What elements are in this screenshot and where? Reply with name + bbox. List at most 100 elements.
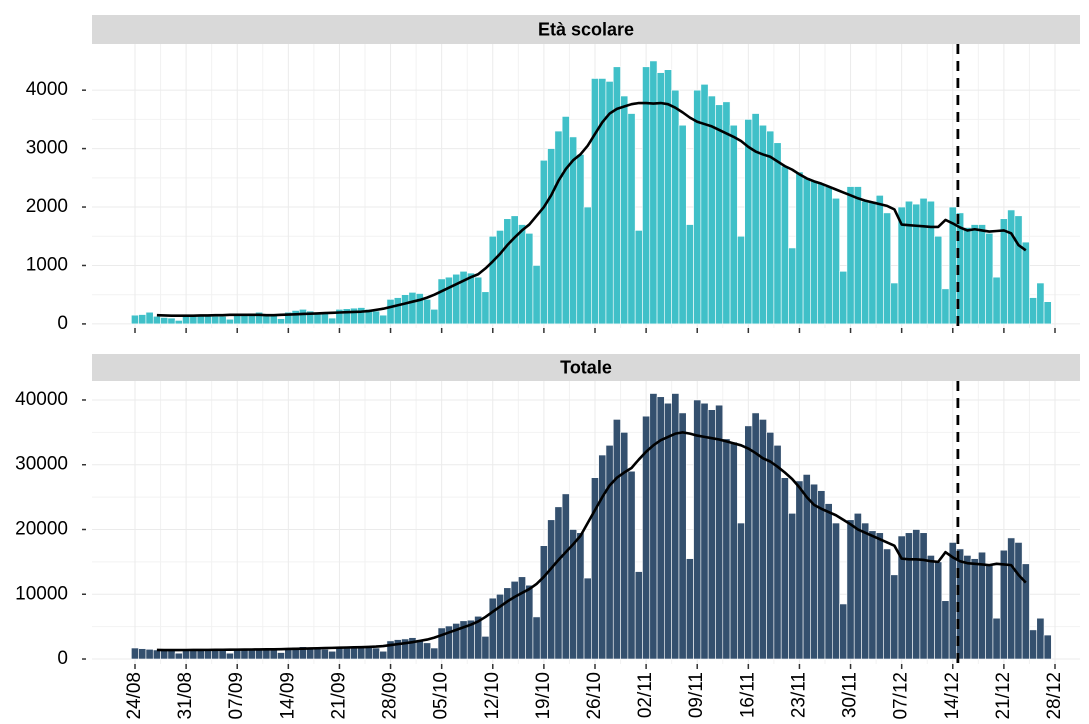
- bar: [488, 597, 497, 660]
- bar: [372, 310, 380, 325]
- bar: [941, 288, 950, 325]
- bar: [890, 574, 899, 660]
- bar: [225, 652, 234, 660]
- bar: [1043, 301, 1052, 325]
- bar: [262, 648, 271, 660]
- x-tick-label: 21/12: [993, 672, 1014, 720]
- bar: [627, 470, 636, 660]
- bar: [576, 532, 585, 660]
- x-tick-label: 14/12: [942, 672, 963, 720]
- bar: [335, 647, 344, 660]
- bar: [722, 438, 731, 660]
- bar: [620, 95, 629, 325]
- bar: [291, 310, 300, 325]
- bar: [832, 522, 840, 660]
- bar: [204, 649, 212, 660]
- bar: [905, 200, 913, 325]
- bar: [780, 477, 789, 660]
- bar: [693, 89, 702, 325]
- bar: [737, 522, 745, 660]
- bar: [678, 124, 687, 325]
- bar: [372, 647, 380, 660]
- bar: [430, 309, 439, 325]
- bar: [883, 548, 892, 660]
- y-tick-label: 40000: [15, 389, 68, 410]
- bar: [1021, 563, 1030, 660]
- bar: [861, 200, 870, 325]
- y-tick-label: 4000: [26, 79, 68, 100]
- bar: [642, 66, 651, 325]
- bar: [510, 215, 519, 325]
- bar: [554, 506, 563, 660]
- bar: [328, 317, 337, 325]
- x-tick-label: 16/11: [737, 672, 758, 718]
- x-tick-label: 07/09: [226, 672, 247, 720]
- bar: [1029, 297, 1038, 325]
- bar: [445, 276, 453, 325]
- bar: [1036, 282, 1045, 325]
- bar: [350, 307, 358, 325]
- bar: [174, 320, 183, 325]
- bar: [802, 474, 811, 660]
- bar: [853, 186, 862, 325]
- bar: [919, 532, 928, 660]
- bar: [503, 218, 512, 325]
- bar: [525, 233, 534, 325]
- bar: [1007, 537, 1016, 660]
- bar: [167, 650, 176, 660]
- bar: [1036, 617, 1045, 660]
- bar: [1007, 209, 1016, 325]
- bar: [700, 84, 709, 325]
- bar: [839, 603, 848, 660]
- bar: [766, 432, 775, 660]
- bar: [795, 171, 804, 325]
- bar: [481, 636, 490, 660]
- bar: [138, 314, 147, 325]
- bar: [277, 652, 285, 660]
- bar: [576, 154, 585, 325]
- bar: [518, 224, 526, 325]
- bar: [671, 89, 680, 325]
- bar: [554, 130, 563, 325]
- bar: [218, 316, 227, 325]
- bar: [539, 545, 548, 660]
- bar: [547, 148, 556, 325]
- bar: [196, 649, 205, 660]
- bar: [905, 532, 913, 660]
- bar: [620, 432, 629, 660]
- bar: [883, 212, 892, 325]
- bar: [437, 627, 446, 660]
- bar: [174, 652, 183, 660]
- y-tick-label: 20000: [15, 519, 68, 540]
- bar: [868, 200, 877, 325]
- bar: [481, 291, 490, 325]
- bar: [401, 294, 410, 325]
- x-tick-label: 28/12: [1044, 672, 1065, 720]
- bar: [211, 316, 220, 325]
- bar: [152, 316, 161, 325]
- strip-background: [92, 15, 1080, 44]
- bar: [510, 581, 519, 660]
- bar: [934, 561, 943, 660]
- bar: [766, 130, 775, 325]
- bar: [861, 522, 870, 660]
- bar: [364, 647, 373, 660]
- bar: [612, 66, 621, 325]
- bar: [357, 307, 366, 325]
- bar: [795, 480, 804, 660]
- y-tick-label: 30000: [15, 454, 68, 475]
- bar: [700, 402, 709, 660]
- bar: [715, 104, 724, 325]
- bar: [985, 564, 994, 660]
- bar: [160, 317, 169, 325]
- bar: [561, 493, 570, 660]
- bar: [138, 648, 147, 660]
- bar: [583, 206, 592, 325]
- bar: [744, 119, 753, 325]
- bar: [1029, 629, 1038, 660]
- bar: [912, 529, 921, 660]
- bar: [211, 650, 220, 660]
- y-tick-label: 1000: [26, 254, 68, 275]
- bar: [919, 197, 928, 325]
- bar: [999, 549, 1008, 660]
